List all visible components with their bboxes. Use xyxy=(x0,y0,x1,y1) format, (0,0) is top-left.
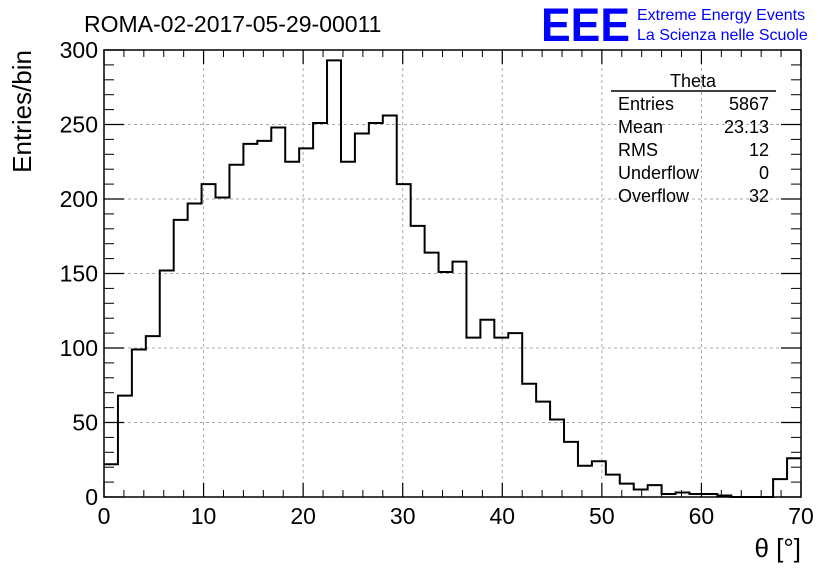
y-tick-label: 0 xyxy=(85,484,98,510)
y-tick-label: 100 xyxy=(60,335,98,361)
x-axis-label: θ [°] xyxy=(754,533,801,563)
x-tick-label: 70 xyxy=(788,503,814,529)
histogram-bin xyxy=(188,203,202,497)
histogram-bin xyxy=(648,485,662,497)
stats-rows: Entries 5867 Mean 23.13 RMS 12 Underflow 0 Overf… xyxy=(618,94,769,206)
histogram-bin xyxy=(132,349,146,497)
stats-value: 12 xyxy=(749,140,769,160)
histogram-bin xyxy=(369,123,383,497)
histogram-bin xyxy=(313,123,327,497)
histogram-bin xyxy=(229,165,243,497)
stats-label: Overflow xyxy=(618,186,690,206)
histogram-bin xyxy=(397,184,411,497)
histogram-bin xyxy=(522,384,536,497)
histogram-bin xyxy=(243,144,257,497)
stats-label: Underflow xyxy=(618,163,700,183)
histogram-bin xyxy=(453,262,467,497)
eee-logo-line2: La Scienza nelle Scuole xyxy=(637,27,808,44)
histogram-bin xyxy=(299,148,313,497)
grid-lines xyxy=(104,50,801,497)
histogram-outline xyxy=(104,59,801,498)
x-tick-label: 20 xyxy=(290,503,316,529)
stats-title: Theta xyxy=(670,71,717,91)
x-tick-label: 30 xyxy=(390,503,416,529)
stats-label: Entries xyxy=(618,94,674,114)
histogram-bin xyxy=(480,320,494,497)
x-tick-label: 40 xyxy=(489,503,515,529)
histogram-bin xyxy=(550,420,564,497)
y-axis-label: Entries/bin xyxy=(7,50,37,173)
histogram-bin xyxy=(118,396,132,497)
histogram-bin xyxy=(341,162,355,497)
y-tick-label: 250 xyxy=(60,112,98,138)
histogram-bin xyxy=(383,116,397,497)
histogram-bin xyxy=(160,271,174,497)
histogram-bin xyxy=(578,466,592,497)
stats-value: 32 xyxy=(749,186,769,206)
x-tick-label: 0 xyxy=(98,503,111,529)
x-tick-label: 10 xyxy=(191,503,217,529)
histogram-bin xyxy=(508,333,522,497)
chart-title: ROMA-02-2017-05-29-00011 xyxy=(84,11,381,37)
histogram-bin xyxy=(257,141,271,497)
eee-logo-text: EEE xyxy=(541,0,630,51)
stats-value: 0 xyxy=(759,163,769,183)
y-tick-label: 200 xyxy=(60,186,98,212)
eee-logo: EEE Extreme Energy Events La Scienza nel… xyxy=(541,0,808,51)
y-tick-label: 300 xyxy=(60,37,98,63)
x-tick-label: 50 xyxy=(589,503,615,529)
x-tick-label: 60 xyxy=(689,503,715,529)
histogram-bin xyxy=(216,198,230,497)
histogram-bin xyxy=(773,479,787,497)
histogram-bin xyxy=(439,272,453,497)
stats-box: Theta Entries 5867 Mean 23.13 RMS 12 Underflow… xyxy=(611,71,776,206)
stats-value: 5867 xyxy=(729,94,769,114)
histogram-bin xyxy=(606,475,620,497)
histogram-bin xyxy=(634,490,648,497)
stats-label: Mean xyxy=(618,117,663,137)
plot-frame xyxy=(103,49,802,498)
stats-label: RMS xyxy=(618,140,658,160)
y-tick-label: 150 xyxy=(60,261,98,287)
y-tick-label: 50 xyxy=(72,410,98,436)
histogram-bin xyxy=(174,220,188,497)
histogram-bin xyxy=(271,127,285,497)
histogram-bins xyxy=(104,60,801,497)
histogram-bin xyxy=(146,336,160,497)
histogram-bin xyxy=(425,253,439,497)
histogram-bin xyxy=(494,338,508,497)
histogram-bin xyxy=(411,226,425,497)
histogram-bin xyxy=(536,402,550,497)
tick-labels: 0 10 20 30 40 50 60 70 0 50 100 150 200 250 300 xyxy=(60,37,814,529)
histogram-bin xyxy=(355,133,369,497)
histogram-bin xyxy=(564,442,578,497)
histogram-bin xyxy=(592,461,606,497)
eee-logo-line1: Extreme Energy Events xyxy=(637,7,805,24)
stats-value: 23.13 xyxy=(724,117,769,137)
histogram-bin xyxy=(104,464,118,497)
histogram-bin xyxy=(285,162,299,497)
histogram-bin xyxy=(327,60,341,497)
histogram-bin xyxy=(787,458,801,497)
histogram-bin xyxy=(466,338,480,497)
